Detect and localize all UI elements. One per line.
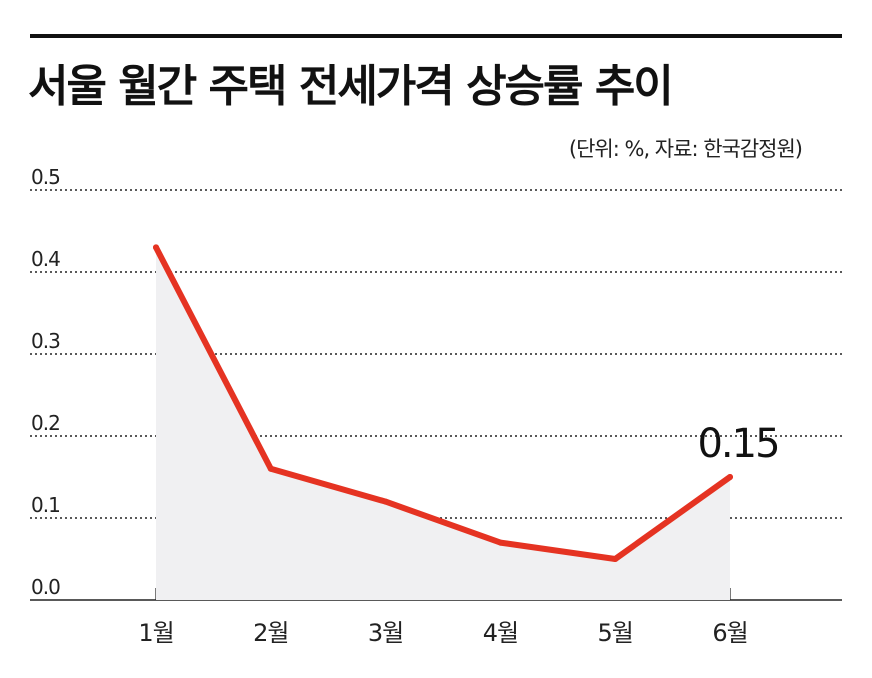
data-point [267,465,274,472]
top-rule [30,34,842,38]
area-fill [156,247,730,600]
end-value-label: 0.15 [697,421,778,467]
x-tick-label: 4월 [483,619,518,647]
data-point [497,539,504,546]
x-tick-label: 2월 [253,619,288,647]
y-tick-label: 0.0 [31,575,60,599]
y-tick-label: 0.1 [31,493,60,517]
data-point [153,244,159,251]
x-tick-label: 6월 [712,619,747,647]
y-tick-label: 0.3 [31,329,60,353]
chart-title: 서울 월간 주택 전세가격 상승률 추이 [28,61,674,112]
x-tick-label: 5월 [598,619,633,647]
y-tick-label: 0.5 [31,165,60,189]
x-tick-label: 1월 [138,619,173,647]
y-tick-label: 0.2 [31,411,60,435]
data-point [612,556,619,562]
series-line [153,244,733,562]
data-point [382,498,389,505]
x-tick-label: 3월 [368,619,403,647]
unit-note: (단위: %, 자료: 한국감정원) [568,137,803,161]
data-point [727,474,733,480]
y-tick-label: 0.4 [31,247,60,271]
